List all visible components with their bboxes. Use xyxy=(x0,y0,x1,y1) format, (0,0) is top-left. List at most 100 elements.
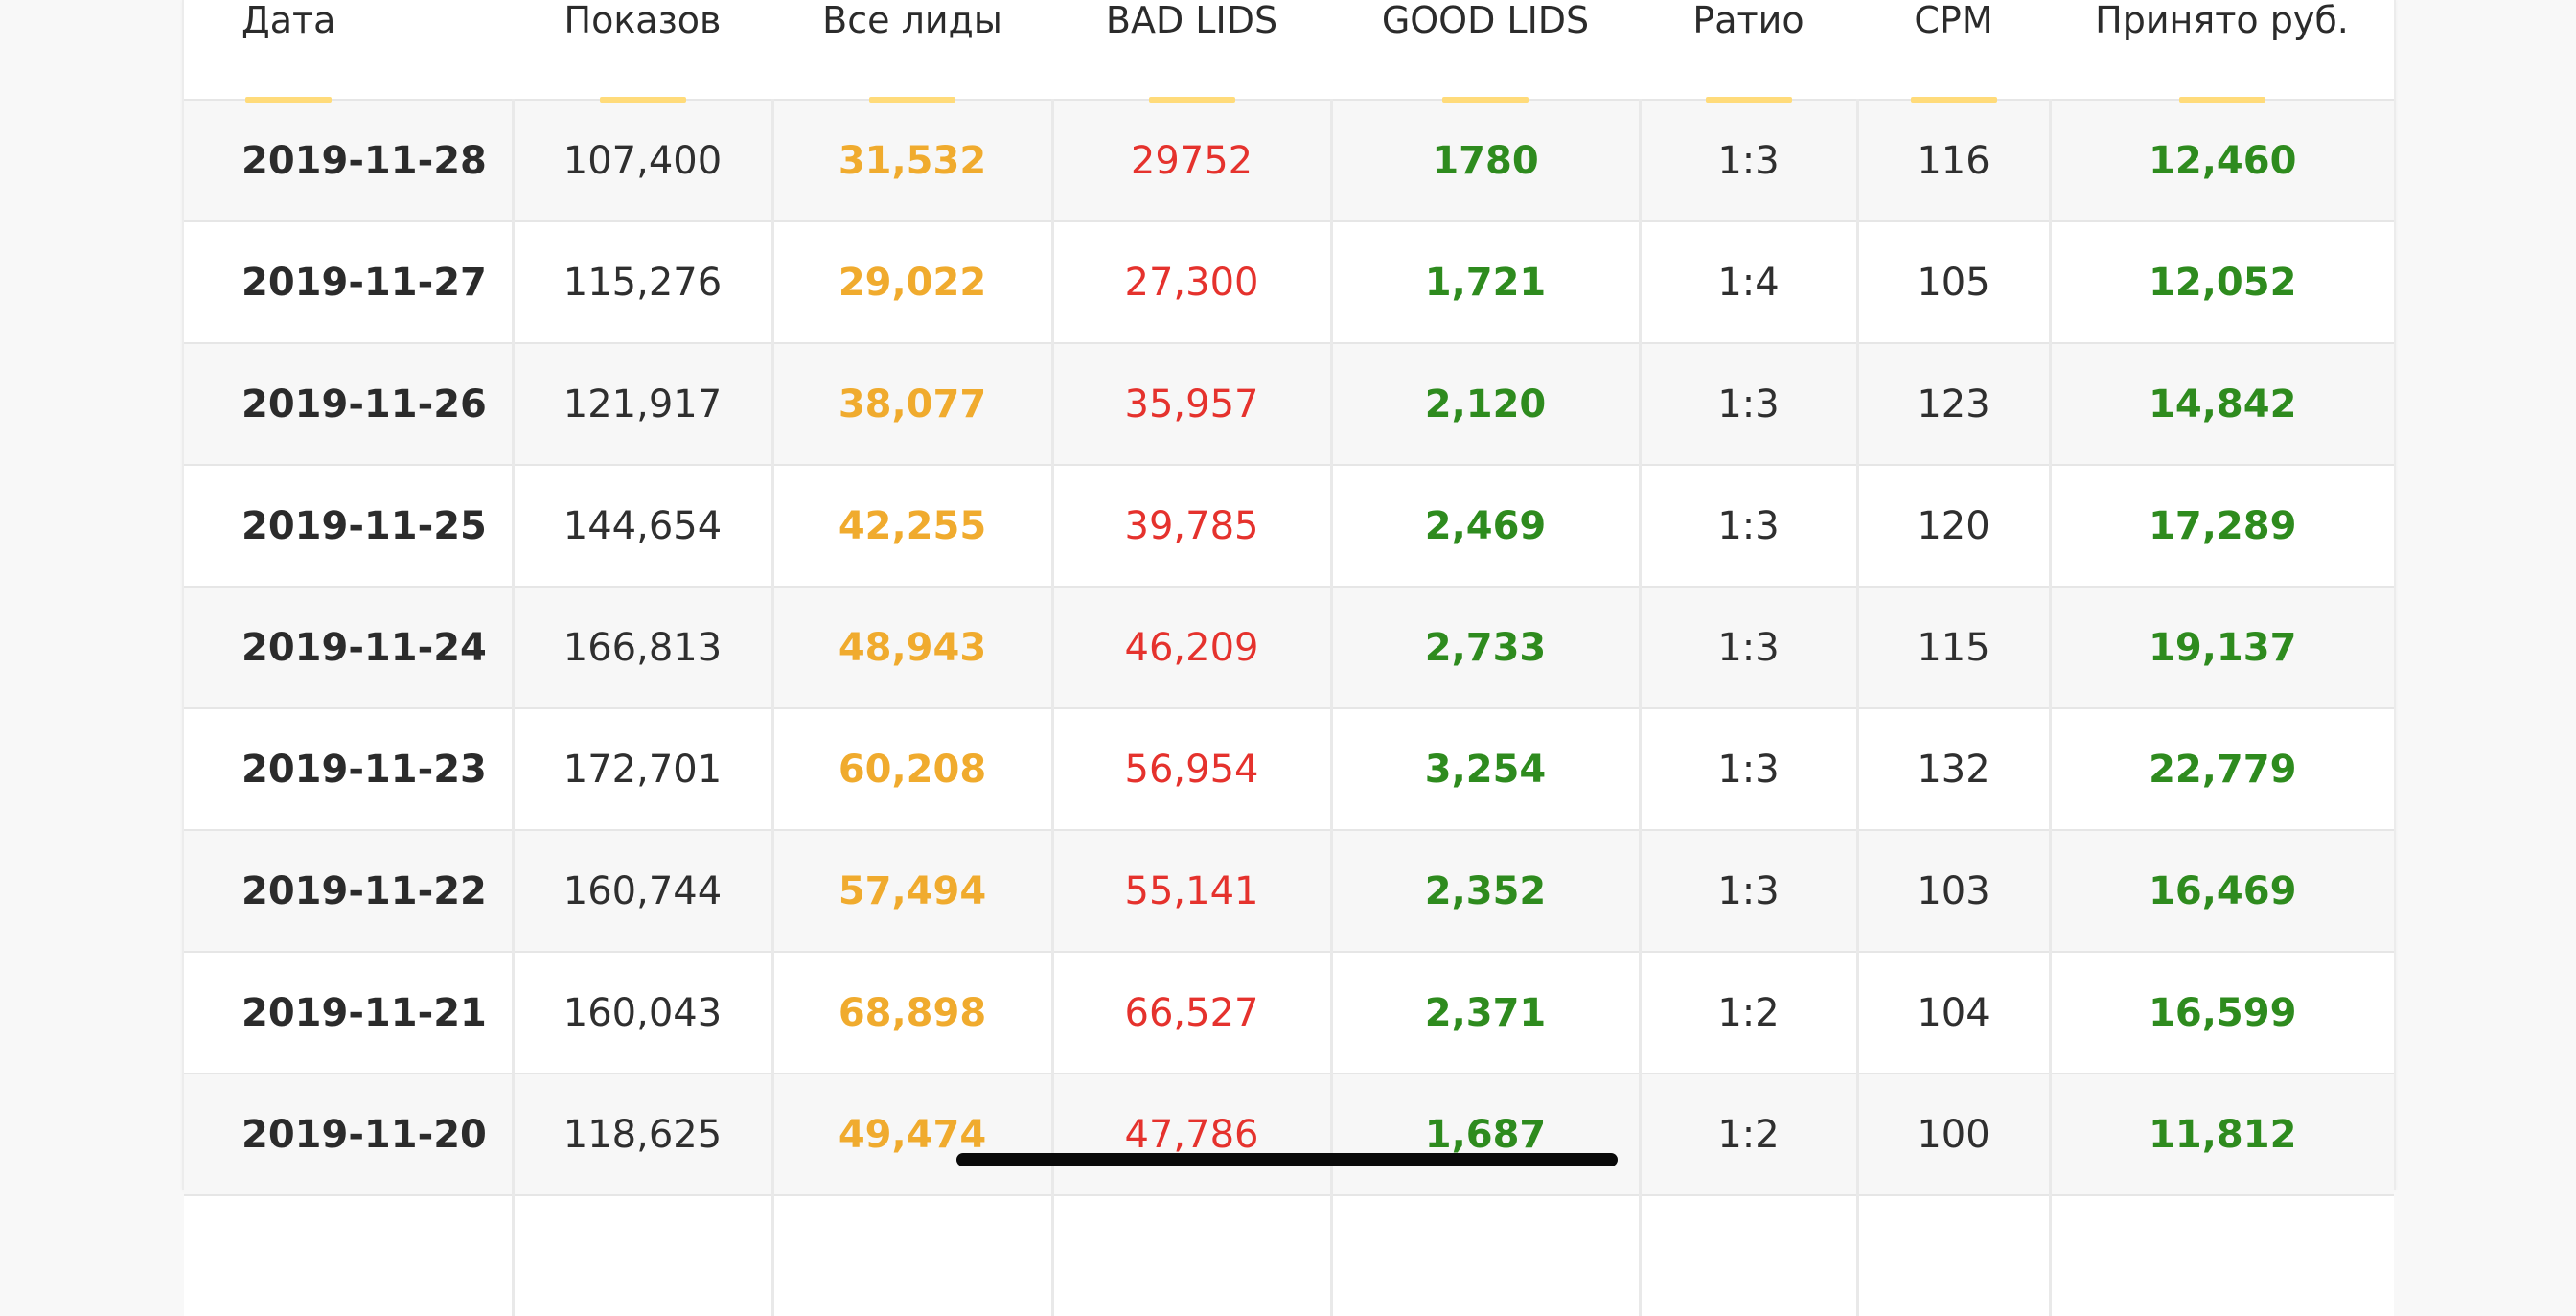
header-underline xyxy=(245,97,332,103)
cell-all-leads: 57,494 xyxy=(772,829,1054,952)
cell-good-leads: 2,352 xyxy=(1331,829,1642,952)
cell-date: 2019-11-28 xyxy=(184,99,515,221)
stats-table: Дата Показов Все лиды BAD LIDS GOOD LIDS… xyxy=(184,0,2394,1316)
cell-all-leads: 42,255 xyxy=(772,464,1054,587)
cell-cpm: 132 xyxy=(1857,707,2052,830)
cell-impressions: 144,654 xyxy=(513,464,774,587)
table-row: 2019-11-26 121,917 38,077 35,957 2,120 1… xyxy=(184,342,2394,465)
cell-good-leads: 2,733 xyxy=(1331,586,1642,708)
cell-impressions: 166,813 xyxy=(513,586,774,708)
cell-impressions: 160,043 xyxy=(513,951,774,1074)
cell-all-leads: 68,898 xyxy=(772,951,1054,1074)
table-row: 2019-11-20 118,625 49,474 47,786 1,687 1… xyxy=(184,1073,2394,1195)
cell-bad-leads: 66,527 xyxy=(1052,951,1333,1074)
cell-ratio: 1:3 xyxy=(1640,464,1859,587)
header-underline xyxy=(599,97,686,103)
cell-all-leads: 49,474 xyxy=(772,1073,1054,1195)
header-bad-leads[interactable]: BAD LIDS xyxy=(1052,0,1331,103)
cell-date: 2019-11-26 xyxy=(184,342,515,465)
cell-bad-leads: 56,954 xyxy=(1052,707,1333,830)
header-underline xyxy=(1148,97,1235,103)
table-body: 2019-11-28 107,400 31,532 29752 1780 1:3… xyxy=(184,99,2394,1316)
cell-date: 2019-11-23 xyxy=(184,707,515,830)
header-date[interactable]: Дата xyxy=(184,0,513,103)
cell-ratio: 1:3 xyxy=(1640,342,1859,465)
cell-cpm: 100 xyxy=(1857,1073,2052,1195)
cell-all-leads: 60,208 xyxy=(772,707,1054,830)
cell-empty xyxy=(2050,1194,2394,1316)
cell-accepted: 22,779 xyxy=(2050,707,2394,830)
header-underline xyxy=(869,97,955,103)
cell-good-leads: 2,120 xyxy=(1331,342,1642,465)
header-impressions[interactable]: Показов xyxy=(513,0,772,103)
cell-bad-leads: 35,957 xyxy=(1052,342,1333,465)
table-row: 2019-11-23 172,701 60,208 56,954 3,254 1… xyxy=(184,707,2394,830)
header-accepted[interactable]: Принято руб. xyxy=(2050,0,2394,103)
cell-ratio: 1:3 xyxy=(1640,99,1859,221)
cell-accepted: 14,842 xyxy=(2050,342,2394,465)
cell-empty xyxy=(772,1194,1054,1316)
header-underline xyxy=(1705,97,1792,103)
table-row: 2019-11-22 160,744 57,494 55,141 2,352 1… xyxy=(184,829,2394,952)
cell-cpm: 116 xyxy=(1857,99,2052,221)
cell-good-leads: 1,721 xyxy=(1331,220,1642,343)
cell-impressions: 107,400 xyxy=(513,99,774,221)
home-indicator[interactable] xyxy=(956,1153,1618,1166)
cell-empty xyxy=(1857,1194,2052,1316)
cell-impressions: 172,701 xyxy=(513,707,774,830)
cell-bad-leads: 39,785 xyxy=(1052,464,1333,587)
cell-all-leads: 29,022 xyxy=(772,220,1054,343)
cell-ratio: 1:2 xyxy=(1640,1073,1859,1195)
cell-ratio: 1:3 xyxy=(1640,586,1859,708)
cell-impressions: 118,625 xyxy=(513,1073,774,1195)
cell-accepted: 11,812 xyxy=(2050,1073,2394,1195)
cell-empty xyxy=(513,1194,774,1316)
cell-empty xyxy=(1640,1194,1859,1316)
header-all-leads[interactable]: Все лиды xyxy=(772,0,1052,103)
header-bad-leads-label: BAD LIDS xyxy=(1105,0,1278,41)
header-ratio-label: Ратио xyxy=(1692,0,1805,41)
cell-date: 2019-11-20 xyxy=(184,1073,515,1195)
cell-good-leads: 2,371 xyxy=(1331,951,1642,1074)
cell-good-leads: 1780 xyxy=(1331,99,1642,221)
table-row: 2019-11-21 160,043 68,898 66,527 2,371 1… xyxy=(184,951,2394,1074)
cell-impressions: 121,917 xyxy=(513,342,774,465)
header-underline xyxy=(2178,97,2266,103)
header-impressions-label: Показов xyxy=(564,0,722,41)
cell-ratio: 1:3 xyxy=(1640,707,1859,830)
cell-accepted: 12,052 xyxy=(2050,220,2394,343)
header-row: Дата Показов Все лиды BAD LIDS GOOD LIDS… xyxy=(184,0,2394,103)
table-row: 2019-11-24 166,813 48,943 46,209 2,733 1… xyxy=(184,586,2394,708)
header-cpm-label: CPM xyxy=(1914,0,1993,41)
cell-cpm: 115 xyxy=(1857,586,2052,708)
cell-cpm: 103 xyxy=(1857,829,2052,952)
cell-cpm: 105 xyxy=(1857,220,2052,343)
header-good-leads[interactable]: GOOD LIDS xyxy=(1331,0,1640,103)
header-date-label: Дата xyxy=(242,0,336,41)
cell-good-leads: 2,469 xyxy=(1331,464,1642,587)
table-row: 2019-11-28 107,400 31,532 29752 1780 1:3… xyxy=(184,99,2394,221)
cell-date: 2019-11-24 xyxy=(184,586,515,708)
cell-bad-leads: 27,300 xyxy=(1052,220,1333,343)
table-row-partial xyxy=(184,1194,2394,1316)
header-all-leads-label: Все лиды xyxy=(822,0,1002,41)
table-row: 2019-11-25 144,654 42,255 39,785 2,469 1… xyxy=(184,464,2394,587)
cell-ratio: 1:2 xyxy=(1640,951,1859,1074)
table-row: 2019-11-27 115,276 29,022 27,300 1,721 1… xyxy=(184,220,2394,343)
table-header: Дата Показов Все лиды BAD LIDS GOOD LIDS… xyxy=(184,0,2394,103)
header-cpm[interactable]: CPM xyxy=(1857,0,2050,103)
cell-accepted: 19,137 xyxy=(2050,586,2394,708)
cell-cpm: 120 xyxy=(1857,464,2052,587)
cell-date: 2019-11-27 xyxy=(184,220,515,343)
cell-empty xyxy=(1331,1194,1642,1316)
cell-empty xyxy=(184,1194,515,1316)
cell-all-leads: 31,532 xyxy=(772,99,1054,221)
cell-all-leads: 48,943 xyxy=(772,586,1054,708)
cell-good-leads: 1,687 xyxy=(1331,1073,1642,1195)
header-ratio[interactable]: Ратио xyxy=(1640,0,1857,103)
cell-accepted: 16,469 xyxy=(2050,829,2394,952)
header-accepted-label: Принято руб. xyxy=(2095,0,2349,41)
cell-accepted: 17,289 xyxy=(2050,464,2394,587)
header-underline xyxy=(1442,97,1529,103)
stats-panel: Дата Показов Все лиды BAD LIDS GOOD LIDS… xyxy=(182,0,2396,1316)
